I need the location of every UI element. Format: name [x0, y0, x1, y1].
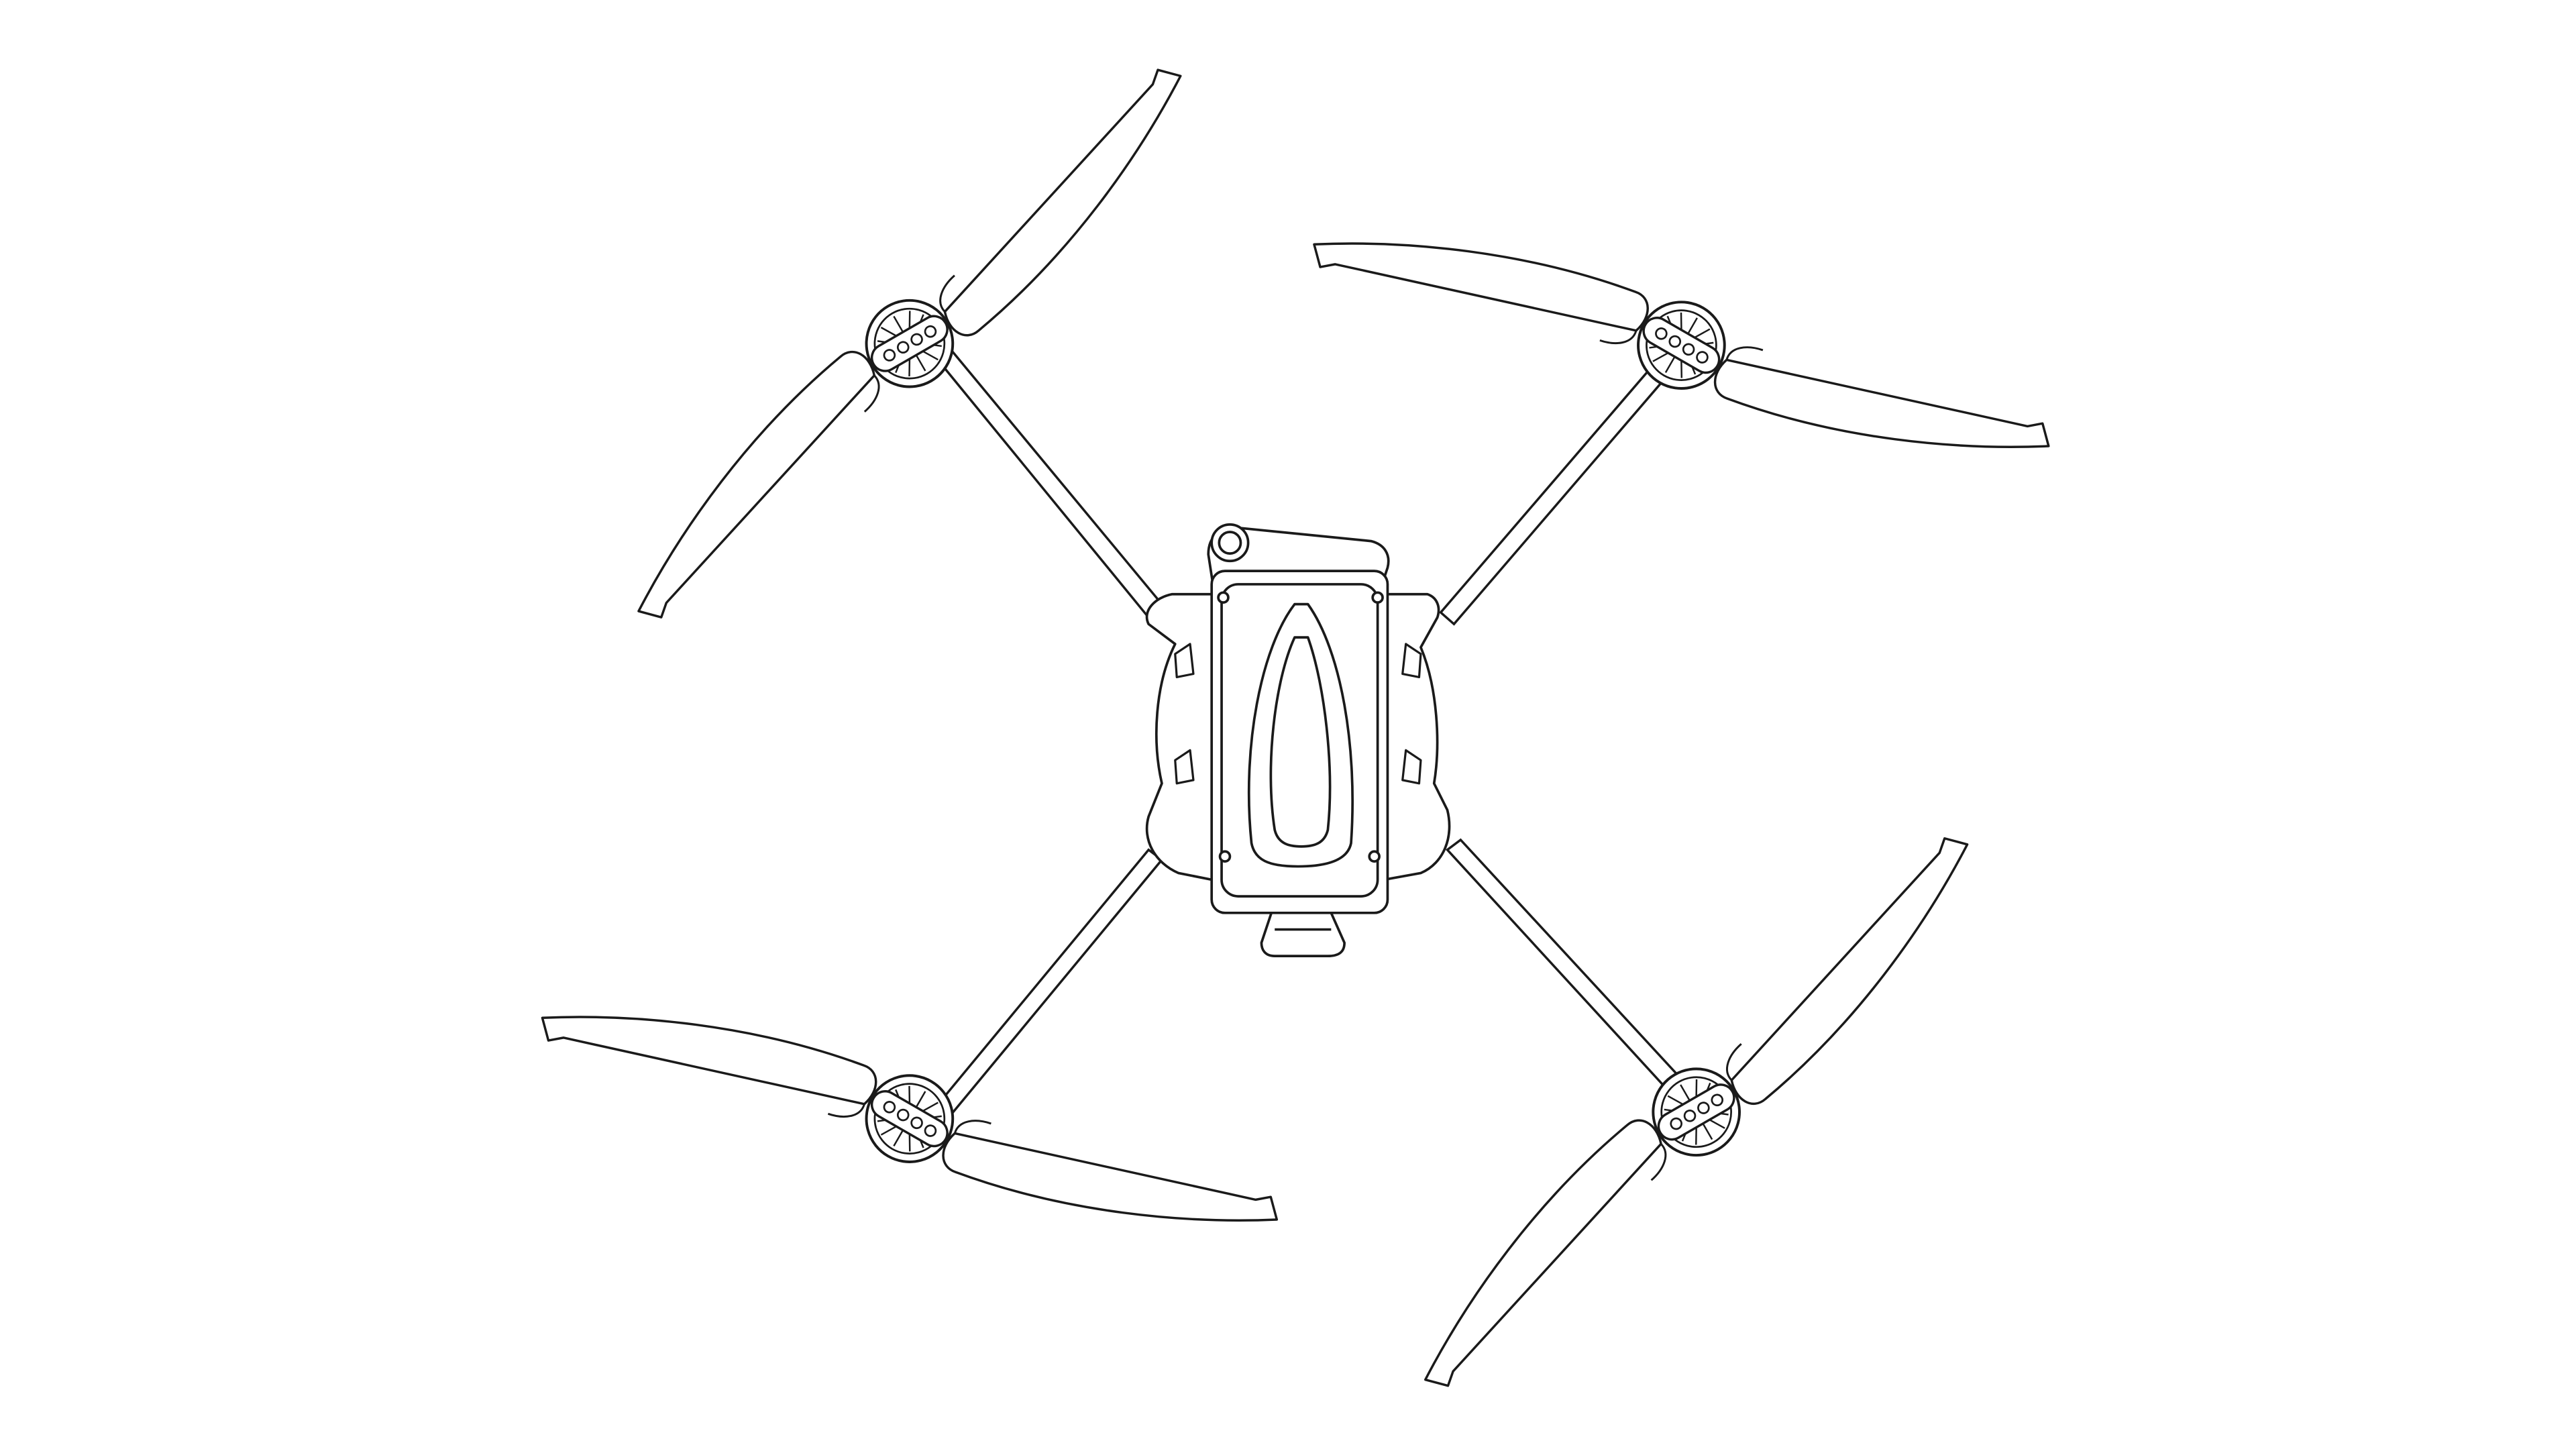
camera-lens-inner [1218, 531, 1242, 555]
rotor-front-right [1306, 63, 2057, 627]
screw-bottom-left [1218, 850, 1232, 863]
arm-rear-left [924, 848, 1164, 1130]
drone-body [1145, 523, 1451, 958]
rotor-rear-right [1321, 830, 2072, 1394]
arm-front-right [1439, 363, 1668, 626]
arm-rear-right [1445, 838, 1702, 1112]
screw-top-left [1217, 591, 1230, 604]
rear-connector [1260, 911, 1346, 958]
screw-bottom-right [1368, 850, 1381, 863]
rotor-rear-left [534, 837, 1285, 1401]
screw-top-right [1371, 591, 1384, 604]
arm-front-left [937, 350, 1164, 619]
rotor-front-left [534, 62, 1285, 626]
cover-ridge-inner [1269, 636, 1332, 848]
